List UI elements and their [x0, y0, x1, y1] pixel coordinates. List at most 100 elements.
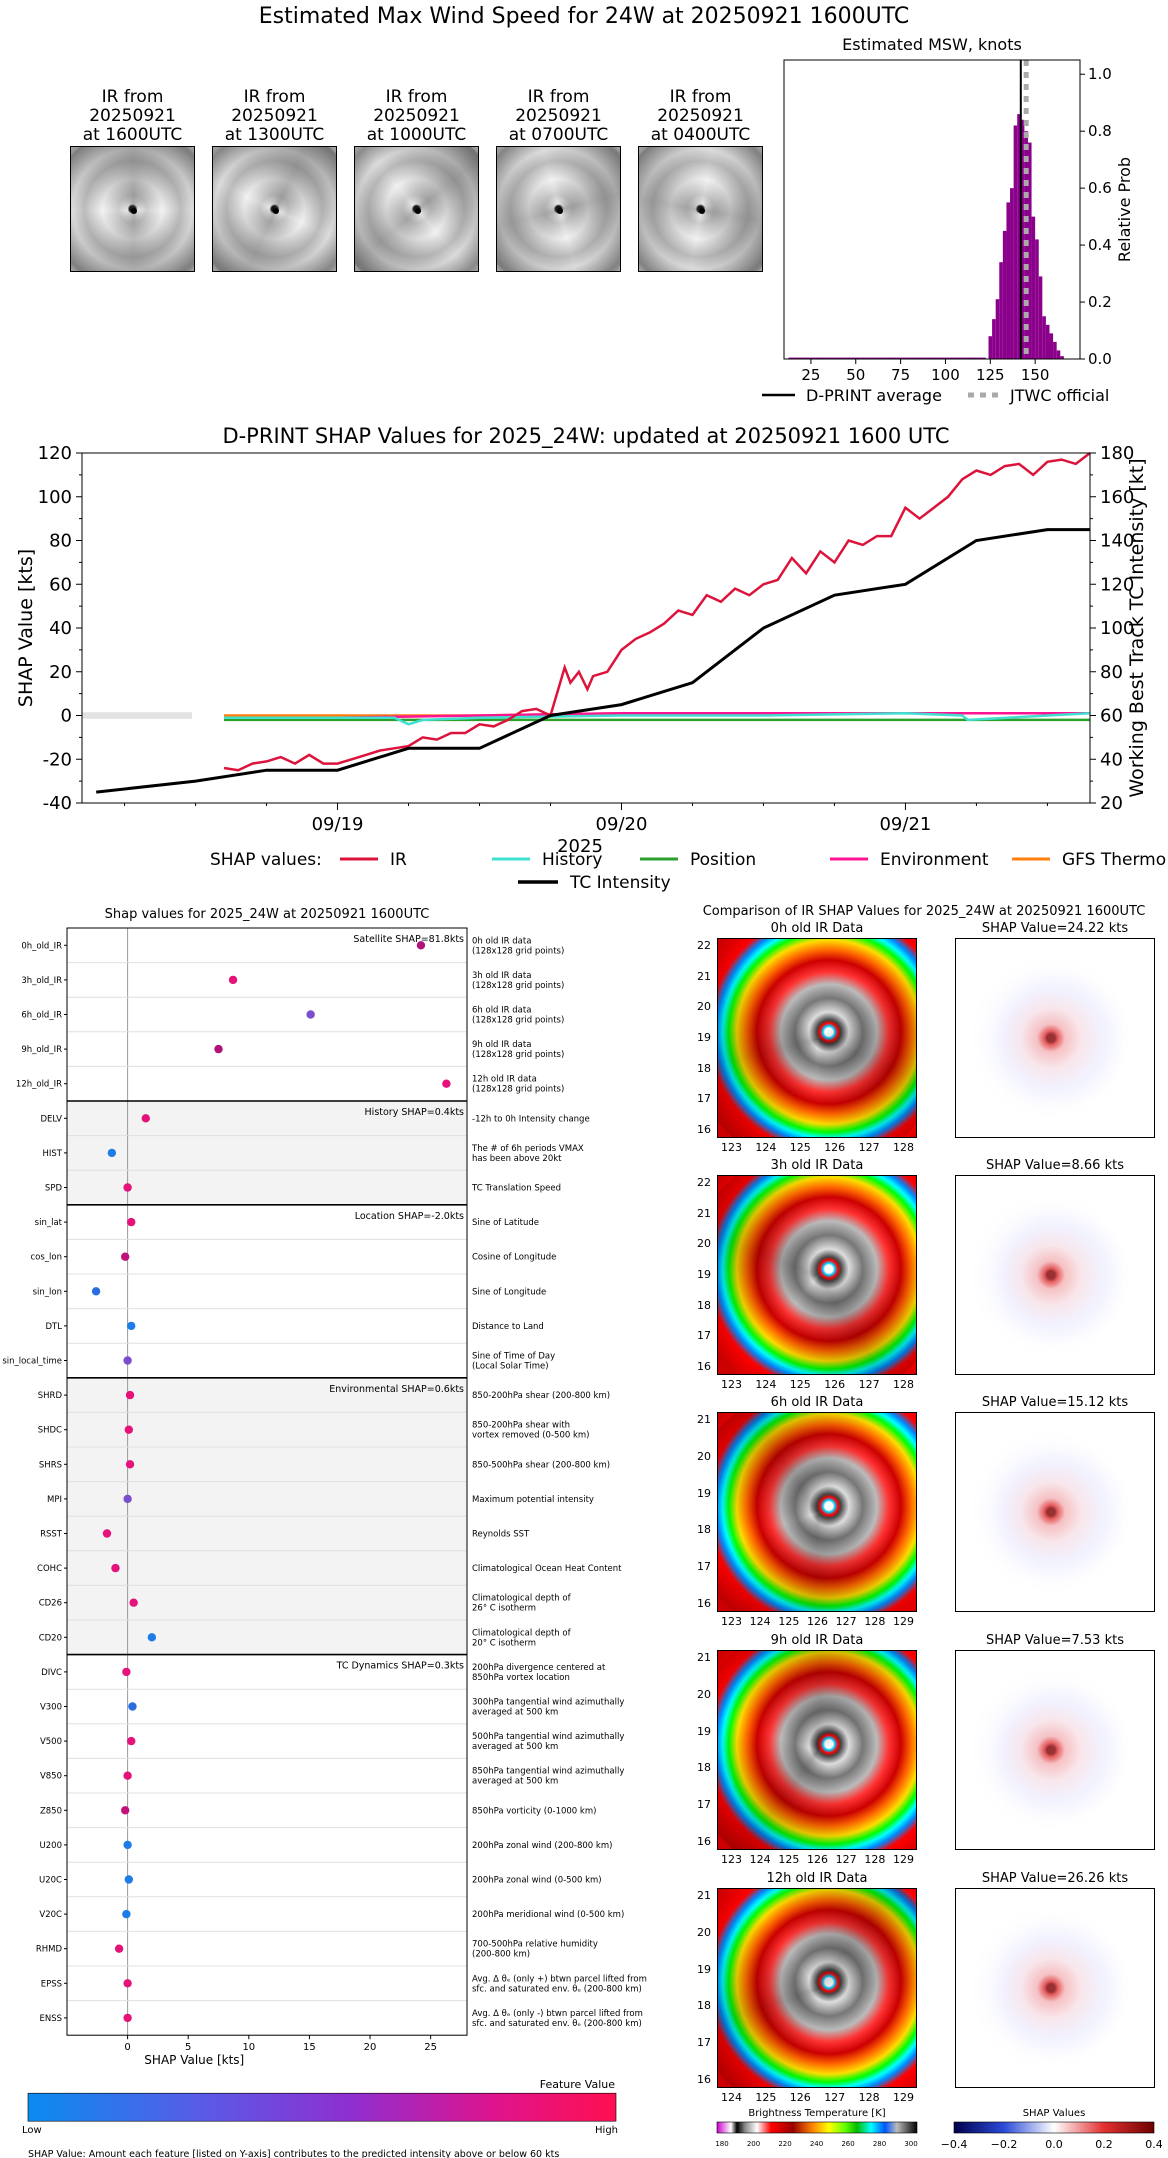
bt-colorbar-tick: 180: [715, 2140, 728, 2148]
histogram-bar: [1056, 350, 1061, 359]
timeseries-frame: [81, 452, 1091, 804]
shap-panel-title: SHAP Value=7.53 kts: [986, 1633, 1124, 1648]
timeseries-y2-tick-label: 60: [1100, 706, 1123, 727]
shap-halo: [986, 1206, 1126, 1346]
legend-label: GFS Thermo: [1062, 850, 1166, 870]
thumbnail-label: IR from 20250921 at 1300UTC: [192, 88, 357, 145]
legend-label: History: [542, 850, 602, 870]
storm-eye: [415, 208, 421, 214]
ir-data-panel: [717, 1650, 917, 1850]
histogram-bar: [905, 357, 915, 359]
shap-colorbar-tick: −0.2: [991, 2138, 1018, 2151]
feature-point: [128, 1702, 137, 1711]
thumbnail-label-line: 20250921: [89, 106, 176, 126]
ir-x-tick-label: 124: [755, 1141, 777, 1154]
histogram-bar: [1027, 142, 1032, 359]
feature-name: SPD: [45, 1184, 63, 1194]
timeseries-y2-tick-label: 80: [1100, 662, 1123, 683]
histogram-bar: [842, 357, 852, 359]
ir-thumbnail: [638, 146, 763, 272]
feature-description: (128x128 grid points): [472, 1085, 564, 1095]
ir-x-tick-label: 128: [858, 2091, 880, 2104]
cloud-band: [718, 1651, 916, 1849]
scatter-frame: [66, 927, 468, 2036]
ir-y-tick-label: 17: [697, 2036, 711, 2050]
ir-x-tick-label: 126: [807, 1615, 828, 1628]
ir-x-tick-label: 124: [749, 1853, 771, 1866]
histogram-bar: [851, 357, 861, 359]
ir-y-tick-label: 20: [697, 1237, 711, 1251]
histogram-bar: [860, 357, 870, 359]
scatter-x-tick-label: 10: [242, 2042, 255, 2053]
histogram-y-tick-label: 0.6: [1088, 179, 1112, 197]
feature-description: averaged at 500 km: [472, 1742, 558, 1752]
feature-point: [306, 1010, 315, 1019]
feature-description: 850-200hPa shear with: [472, 1421, 570, 1431]
thumbnail-label-line: IR from: [527, 87, 590, 107]
feature-name: sin_lon: [33, 1287, 62, 1297]
ir-y-tick-label: 17: [697, 1092, 711, 1106]
ir-data-panel: [717, 1412, 917, 1612]
shap-map-panel: [955, 1888, 1155, 2088]
thumbnail-label-line: at 1300UTC: [224, 125, 325, 145]
histogram-bar: [995, 299, 1000, 359]
timeseries-x-tick-label: 09/21: [879, 814, 931, 835]
feature-description: 850hPa tangential wind azimuthally: [472, 1767, 624, 1777]
thumbnail-label: IR from 20250921 at 0400UTC: [618, 88, 783, 145]
histogram-bar: [992, 319, 996, 359]
comparison-title: Comparison of IR SHAP Values for 2025_24…: [702, 904, 1146, 919]
feature-point: [125, 1390, 135, 1400]
feature-point: [123, 1979, 132, 1988]
ir-y-tick-label: 17: [697, 1560, 711, 1574]
timeseries-y-tick-label: 80: [49, 531, 72, 552]
ir-y-tick-label: 19: [697, 1962, 711, 1976]
feature-point: [123, 1494, 132, 1504]
feature-description: (128x128 grid points): [472, 1050, 564, 1060]
thumbnail-label-line: at 1000UTC: [366, 125, 467, 145]
timeseries-y-tick-label: 100: [38, 487, 72, 508]
histogram-title: Estimated MSW, knots: [842, 35, 1022, 54]
group-label: Environmental SHAP=0.6kts: [329, 1384, 464, 1395]
footnote: SHAP Value: Amount each feature [listed …: [28, 2149, 559, 2158]
thumbnail-label-line: 20250921: [231, 106, 318, 126]
cloud-band: [718, 939, 916, 1137]
feature-name: V20C: [39, 1910, 62, 1920]
feature-description: 850-200hPa shear (200-800 km): [472, 1391, 610, 1401]
ir-x-tick-label: 129: [893, 2091, 914, 2104]
ir-x-tick-label: 126: [807, 1853, 828, 1866]
histogram-bar: [1038, 276, 1043, 359]
shap-panel-title: SHAP Value=26.26 kts: [981, 1871, 1129, 1886]
thumbnail-label-line: IR from: [243, 87, 306, 107]
shap-halo: [986, 1681, 1126, 1821]
ir-data-panel: [717, 938, 917, 1138]
ir-x-tick-label: 123: [721, 1853, 742, 1866]
ir-y-tick-label: 18: [697, 1298, 711, 1312]
thumbnail-label-line: IR from: [669, 87, 732, 107]
ir-y-tick-label: 19: [697, 1268, 711, 1281]
histogram-bar: [1049, 333, 1054, 359]
histogram-bar: [1045, 324, 1050, 359]
shap-panel-title: SHAP Value=15.12 kts: [981, 1395, 1129, 1410]
timeseries-title: D-PRINT SHAP Values for 2025_24W: update…: [222, 424, 949, 449]
feature-point: [127, 1217, 136, 1227]
histogram-bar: [923, 357, 932, 359]
feature-name: U200: [40, 1841, 62, 1851]
histogram-bar: [797, 357, 807, 359]
ir-y-tick-label: 19: [697, 1486, 711, 1500]
cloud-band: [718, 1413, 916, 1611]
feature-description: 26° C isotherm: [472, 1604, 536, 1614]
feature-name: MPI: [47, 1495, 62, 1505]
feature-point: [214, 1044, 223, 1054]
shap-map-panel: [955, 1412, 1155, 1612]
legend-intensity-label: TC Intensity: [569, 873, 671, 893]
feature-description: Climatological depth of: [472, 1594, 572, 1604]
timeseries-y2-tick-label: 100: [1100, 618, 1134, 639]
histogram-bar: [1060, 356, 1064, 359]
feature-description: 200hPa zonal wind (200-800 km): [472, 1841, 612, 1851]
feature-point: [120, 1252, 130, 1261]
feature-description: sfc. and saturated env. θₑ (200-800 km): [472, 1984, 642, 1994]
ir-x-tick-label: 126: [824, 1141, 846, 1154]
histogram-bar: [958, 357, 968, 359]
feature-name: DIVC: [41, 1668, 62, 1678]
legend-label: Environment: [880, 850, 989, 870]
